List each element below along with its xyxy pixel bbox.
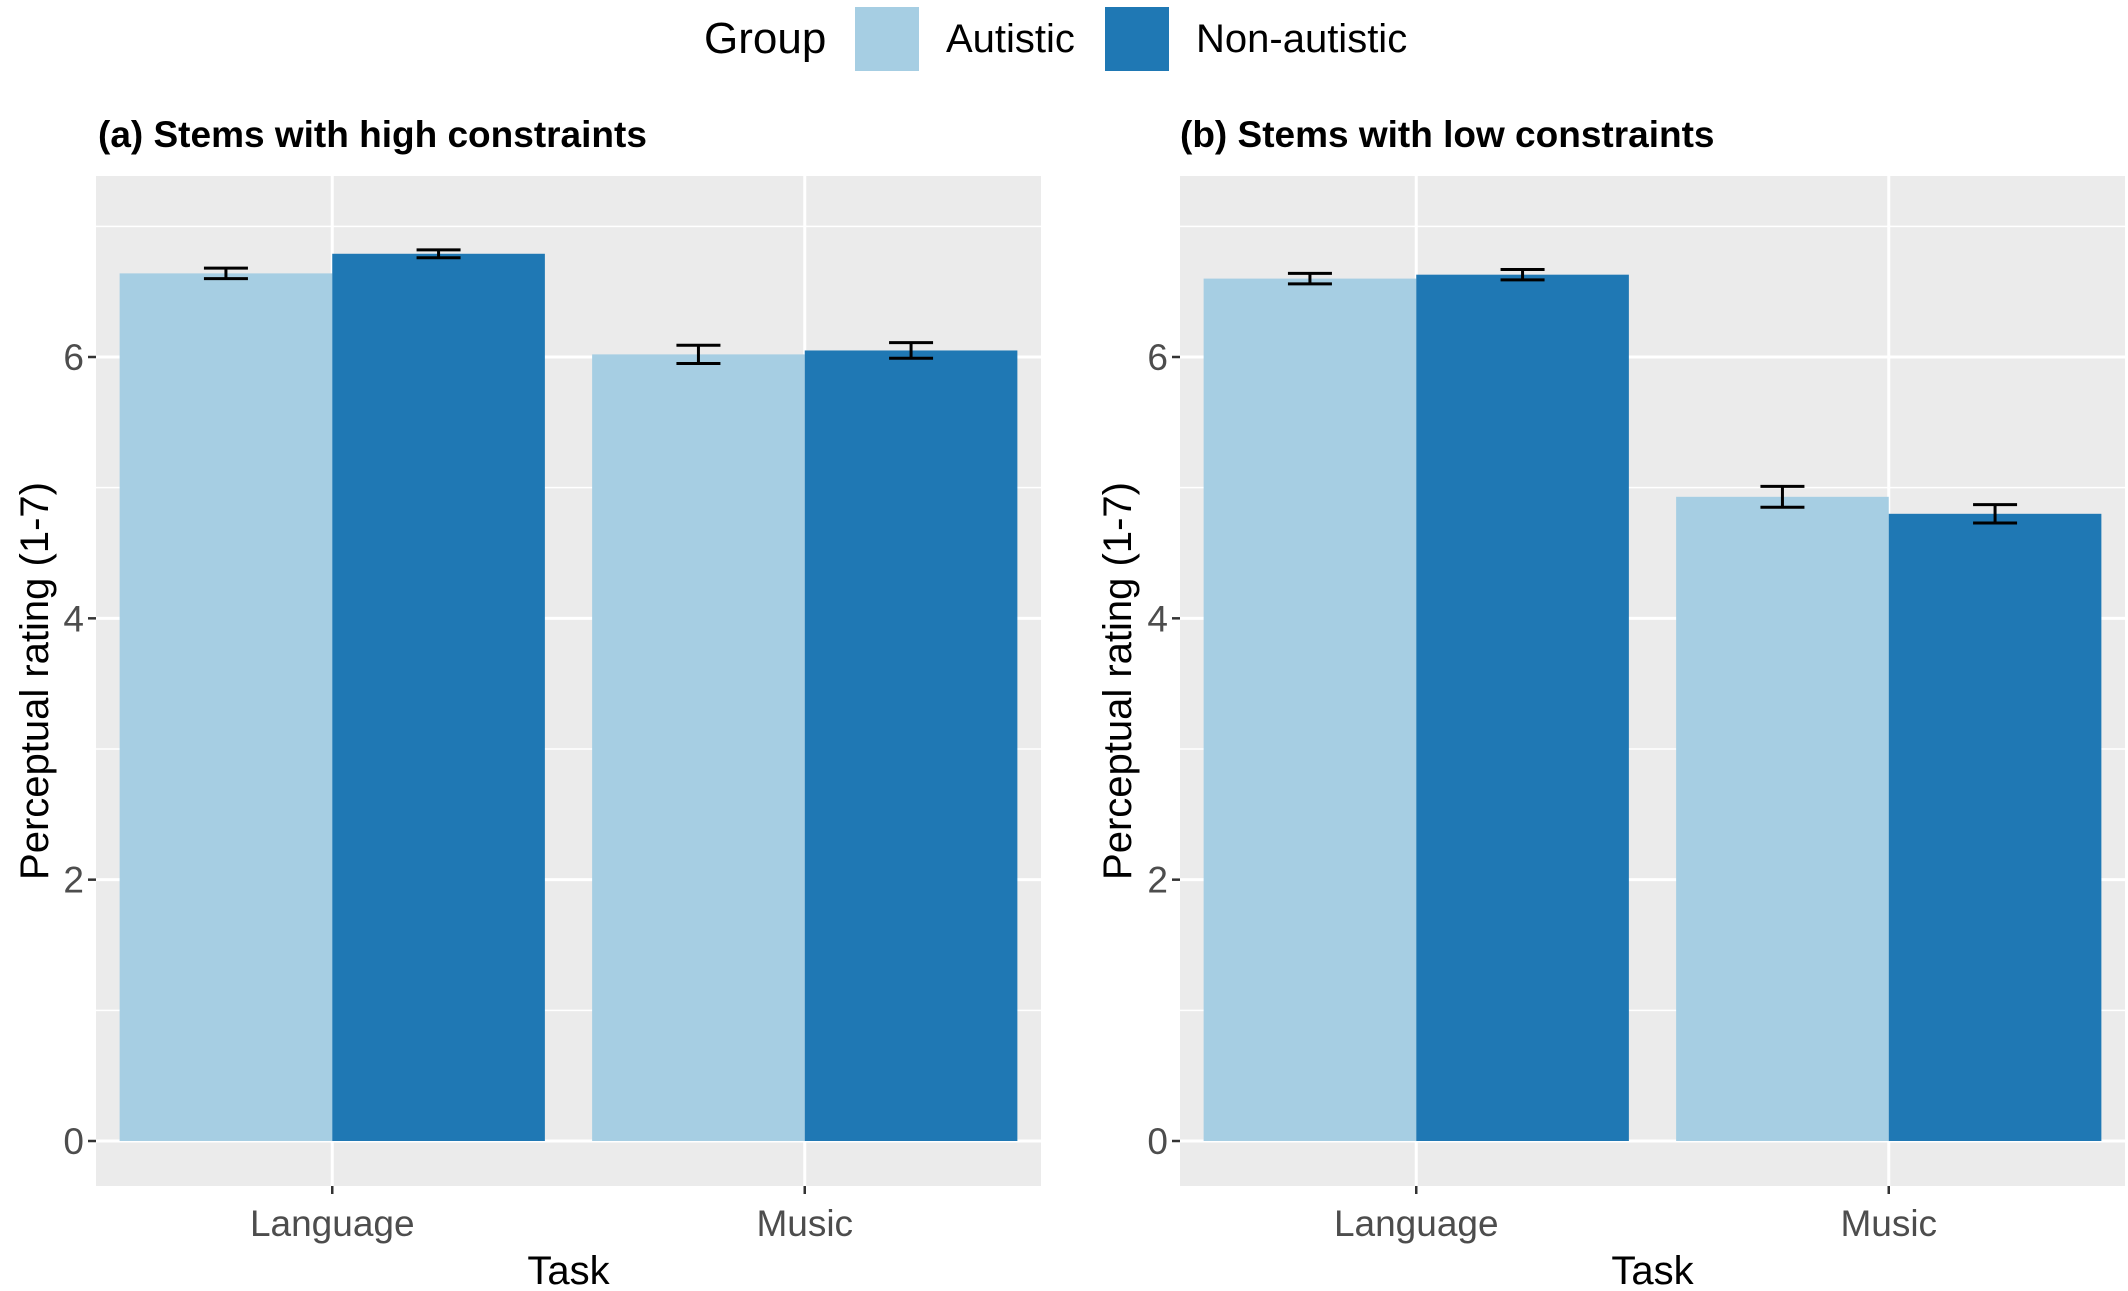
x-axis-title-a: Task <box>527 1249 610 1291</box>
bar-a <box>332 253 545 1142</box>
legend-key-non-autistic <box>1103 5 1171 73</box>
bar-a <box>592 354 805 1141</box>
legend-key-autistic <box>853 5 921 73</box>
y-tick-label-a: 0 <box>63 1121 84 1162</box>
legend: Group Autistic Non-autistic <box>0 0 2128 80</box>
bar-a <box>119 273 333 1142</box>
y-tick-label-a: 6 <box>63 337 84 378</box>
legend-label-autistic: Autistic <box>946 17 1075 61</box>
panel-title-a: (a) Stems with high constraints <box>98 114 647 155</box>
panel-title-b: (b) Stems with low constraints <box>1180 114 1715 155</box>
legend-label-non-autistic: Non-autistic <box>1196 17 1408 61</box>
y-tick-label-a: 2 <box>63 860 84 901</box>
y-axis-title-a: Perceptual rating (1-7) <box>13 482 57 880</box>
x-tick-label-a: Music <box>756 1203 853 1244</box>
x-tick-label-a: Language <box>250 1203 415 1244</box>
bar-a <box>804 350 1018 1141</box>
legend-title: Group <box>704 14 827 63</box>
y-tick-label-a: 4 <box>63 598 84 639</box>
